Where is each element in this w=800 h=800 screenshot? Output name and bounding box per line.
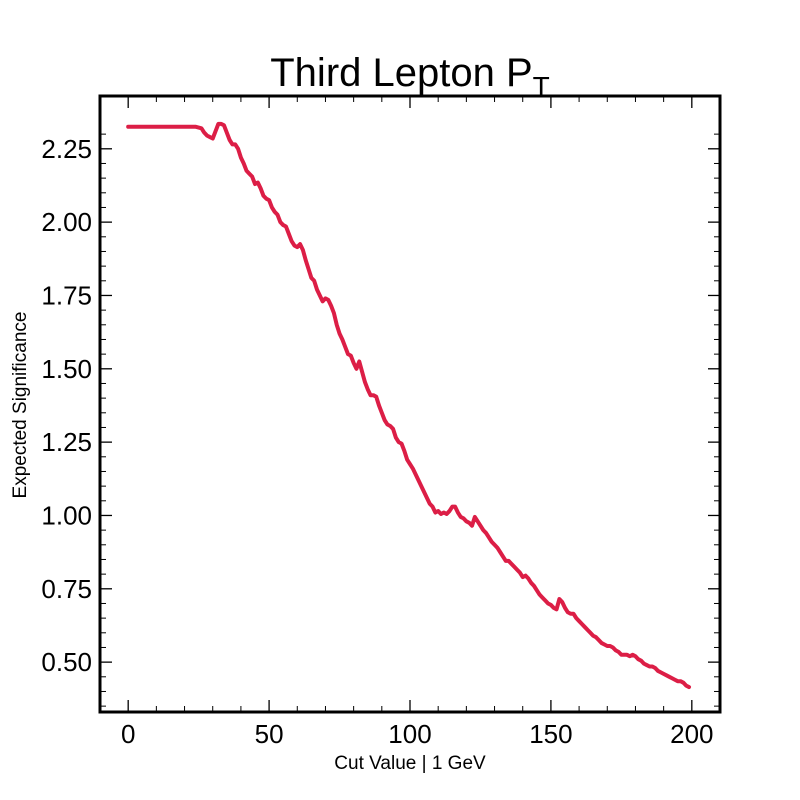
x-tick-label: 150	[529, 719, 572, 749]
x-tick-label: 0	[121, 719, 135, 749]
y-tick-label: 1.25	[41, 427, 92, 457]
x-tick-label: 200	[670, 719, 713, 749]
y-tick-label: 0.50	[41, 647, 92, 677]
y-tick-label: 1.50	[41, 354, 92, 384]
y-tick-label: 2.00	[41, 207, 92, 237]
chart-title-main: Third Lepton P	[270, 51, 532, 95]
y-axis-title: Expected Significance	[10, 312, 31, 499]
y-tick-label: 1.00	[41, 500, 92, 530]
y-tick-label: 0.75	[41, 574, 92, 604]
y-tick-label: 1.75	[41, 280, 92, 310]
x-axis-title: Cut Value | 1 GeV	[334, 753, 486, 774]
chart-title: Third Lepton PT	[270, 51, 550, 102]
plot-frame	[98, 94, 722, 714]
x-tick-label: 100	[388, 719, 431, 749]
chart-title-subscript: T	[533, 71, 550, 102]
plot-area: 0 50 100 150 200 0.50 0.75 1.00 1.25 1.50 1.75 2.00…	[41, 94, 722, 749]
y-tick-label: 2.25	[41, 134, 92, 164]
x-tick-label: 50	[255, 719, 284, 749]
series-line	[126, 121, 691, 690]
